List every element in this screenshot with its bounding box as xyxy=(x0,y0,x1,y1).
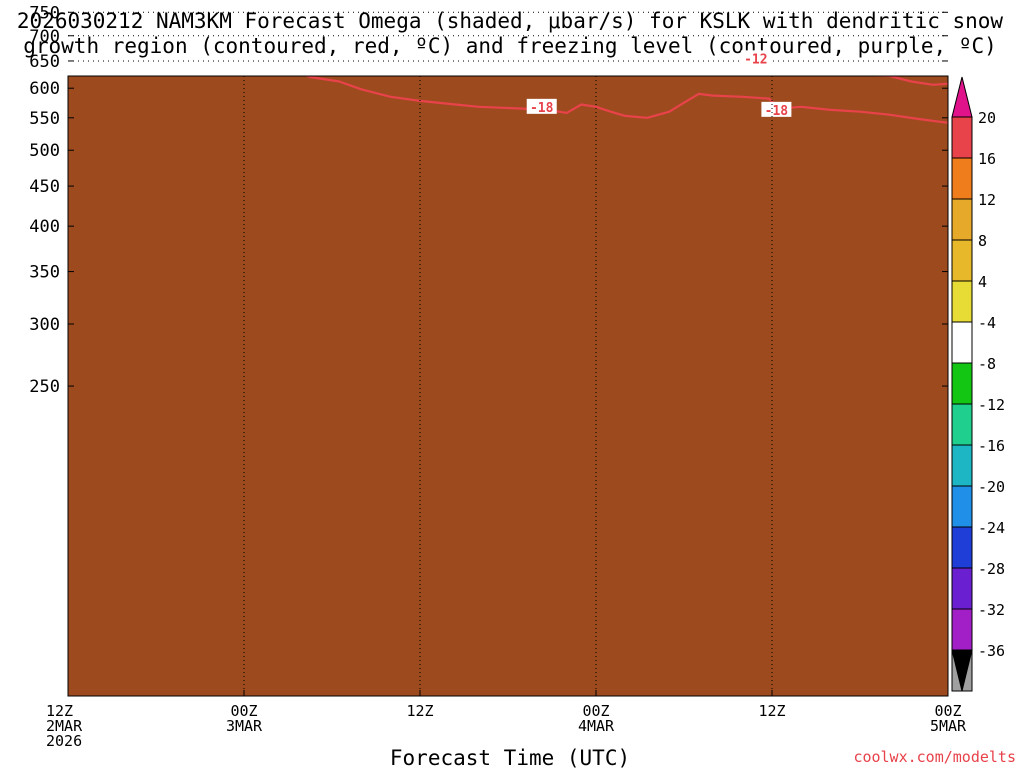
y-tick-label-450: 450 xyxy=(29,177,60,197)
contour-label-0-2: -18 xyxy=(765,104,789,119)
colorbar-band-4 xyxy=(951,280,973,323)
colorbar-band-0 xyxy=(951,116,973,159)
x-tick-label-0-2: 2026 xyxy=(46,732,82,750)
y-tick-label-500: 500 xyxy=(29,141,60,161)
contour-label-bg-0-1 xyxy=(526,98,557,114)
x-axis-label: Forecast Time (UTC) xyxy=(390,746,630,768)
colorbar-label-12: -32 xyxy=(978,601,1005,619)
x-tick-label-60-0: 00Z xyxy=(934,702,961,720)
y-tick-label-350: 350 xyxy=(29,263,60,283)
contour-labels: -18-18-18-12 xyxy=(526,50,792,119)
x-tick-label-0-0: 12Z xyxy=(46,702,73,720)
contour-label-0-1: -18 xyxy=(530,101,554,116)
colorbar-label-9: -20 xyxy=(978,478,1005,496)
colorbar-label-11: -28 xyxy=(978,560,1005,578)
colorbar-over-arrow xyxy=(951,76,973,118)
colorbar-band-3 xyxy=(951,239,973,282)
colorbar-under-arrow xyxy=(951,649,973,692)
colorbar-label-4: 4 xyxy=(978,273,987,291)
colorbar-band-12 xyxy=(951,608,973,651)
chart-title-line1: 2026030212 NAM3KM Forecast Omega (shaded… xyxy=(17,9,1004,33)
contour-label-1-0: -12 xyxy=(744,52,767,67)
terrain-layer xyxy=(68,76,948,696)
y-tick-label-700: 700 xyxy=(29,27,60,47)
colorbar-band-11 xyxy=(951,567,973,610)
contour-line-0 xyxy=(304,76,948,124)
y-tick-label-750: 750 xyxy=(29,3,60,23)
colorbar-label-1: 16 xyxy=(978,150,996,168)
y-tick-label-250: 250 xyxy=(29,377,60,397)
colorbar: 20 16 12 8 4 -4 -8 -12 -16 -20 -24 -28 -32 -36 xyxy=(951,76,1005,692)
x-tick-label-0-1: 2MAR xyxy=(46,717,83,735)
x-tick-label-12-0: 00Z xyxy=(230,702,257,720)
y-axis: 2503003504004505005506006507007508008509… xyxy=(29,0,948,397)
y-tick-label-650: 650 xyxy=(29,52,60,72)
colorbar-label-5: -4 xyxy=(978,314,996,332)
y-tick-label-550: 550 xyxy=(29,109,60,129)
terrain-fill xyxy=(68,76,948,696)
chart-title-line2: growth region (contoured, red, ºC) and f… xyxy=(23,34,997,58)
credit-text: coolwx.com/modelts xyxy=(853,748,1016,766)
colorbar-band-8 xyxy=(951,444,973,487)
x-tick-label-60-1: 5MAR xyxy=(930,717,967,735)
contour-label-bg-0-2 xyxy=(761,101,792,117)
y-tick-label-600: 600 xyxy=(29,79,60,99)
x-tick-label-48-0: 12Z xyxy=(758,702,785,720)
colorbar-band-5 xyxy=(951,321,973,364)
colorbar-band-10 xyxy=(951,526,973,569)
x-tick-label-36-1: 4MAR xyxy=(578,717,615,735)
colorbar-label-2: 12 xyxy=(978,191,996,209)
y-tick-label-800: 800 xyxy=(29,0,60,1)
colorbar-label-13: -36 xyxy=(978,642,1005,660)
colorbar-band-2 xyxy=(951,198,973,241)
x-tick-label-24-0: 12Z xyxy=(406,702,433,720)
y-tick-label-400: 400 xyxy=(29,217,60,237)
contour-label-bg-1-0 xyxy=(740,50,771,66)
colorbar-label-0: 20 xyxy=(978,109,996,127)
colorbar-band-6 xyxy=(951,362,973,405)
colorbar-band-9 xyxy=(951,485,973,528)
colorbar-label-8: -16 xyxy=(978,437,1005,455)
x-tick-label-12-1: 3MAR xyxy=(226,717,263,735)
x-tick-label-36-0: 00Z xyxy=(582,702,609,720)
contour-layer xyxy=(304,76,948,124)
colorbar-band-1 xyxy=(951,157,973,200)
colorbar-band-7 xyxy=(951,403,973,446)
y-tick-label-300: 300 xyxy=(29,315,60,335)
colorbar-label-10: -24 xyxy=(978,519,1005,537)
colorbar-label-3: 8 xyxy=(978,232,987,250)
colorbar-label-7: -12 xyxy=(978,396,1005,414)
colorbar-label-6: -8 xyxy=(978,355,996,373)
